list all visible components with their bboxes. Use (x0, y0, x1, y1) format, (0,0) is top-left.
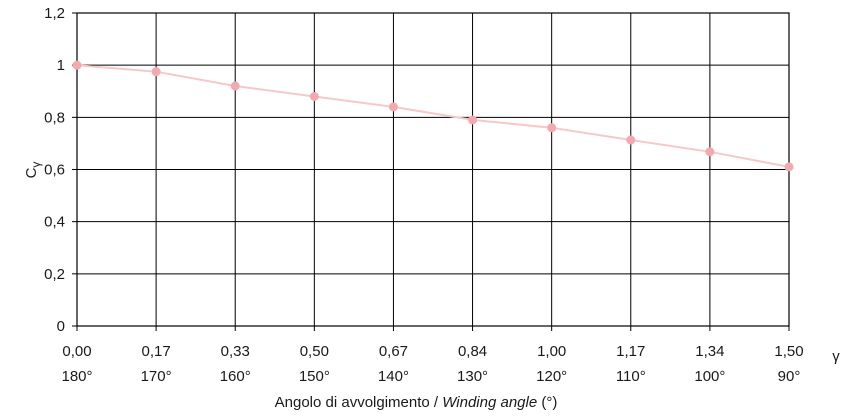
y-tick-label: 0 (57, 318, 65, 335)
series-line (76, 64, 790, 168)
y-tick-label: 1,2 (44, 5, 65, 22)
data-point (705, 147, 715, 157)
x-axis-label-prefix: Angolo di avvolgimento / (275, 394, 443, 411)
x-tick-label-radians: 0,67 (379, 343, 408, 360)
data-point (547, 123, 557, 133)
x-tick-label-radians: 1,50 (774, 343, 803, 360)
data-point (151, 67, 161, 77)
x-tick-label-radians: 1,00 (537, 343, 566, 360)
x-tick-label-degrees: 140° (378, 368, 409, 385)
y-tick-label: 0,4 (44, 214, 65, 231)
x-tick-label-degrees: 150° (299, 368, 330, 385)
x-tick-label-radians: 1,34 (695, 343, 724, 360)
data-point (468, 115, 478, 125)
x-axis-symbol: γ (832, 348, 840, 365)
data-point (626, 135, 636, 145)
y-tick-label: 1 (57, 57, 65, 74)
y-axis-ticks: 0 0,2 0,4 0,6 0,8 1 1,2 (44, 5, 65, 335)
y-axis-label-main: C (23, 167, 40, 178)
x-tick-label-degrees: 180° (61, 368, 92, 385)
data-point (309, 91, 319, 101)
grid (72, 12, 790, 331)
x-tick-label-radians: 0,00 (62, 343, 91, 360)
x-axis-label-italic: Winding angle (442, 394, 537, 411)
x-tick-label-radians: 0,33 (221, 343, 250, 360)
x-axis-label-suffix: (°) (537, 394, 557, 411)
data-point (388, 102, 398, 112)
x-tick-label-degrees: 90° (778, 368, 801, 385)
x-tick-label-radians: 0,17 (142, 343, 171, 360)
y-tick-label: 0,8 (44, 109, 65, 126)
y-tick-label: 0,6 (44, 162, 65, 179)
x-tick-label-degrees: 100° (694, 368, 725, 385)
x-tick-label-degrees: 170° (141, 368, 172, 385)
y-tick-label: 0,2 (44, 266, 65, 283)
x-tick-label-degrees: 120° (536, 368, 567, 385)
x-axis-ticks: 0,00 180° 0,17 170° 0,33 160° 0,50 150° 0,67 140°… (61, 343, 803, 385)
x-tick-label-degrees: 160° (220, 368, 251, 385)
x-tick-label-radians: 0,84 (458, 343, 487, 360)
y-axis-label: Cγ (23, 162, 43, 179)
series-cgamma (72, 60, 794, 172)
x-tick-label-degrees: 130° (457, 368, 488, 385)
y-axis-label-sub: γ (29, 162, 43, 168)
data-point (784, 162, 794, 172)
data-point (230, 81, 240, 91)
x-axis-label: Angolo di avvolgimento / Winding angle (… (275, 394, 558, 411)
data-point (72, 60, 82, 70)
x-tick-label-radians: 1,17 (616, 343, 645, 360)
x-tick-label-radians: 0,50 (300, 343, 329, 360)
x-tick-label-degrees: 110° (616, 368, 646, 385)
